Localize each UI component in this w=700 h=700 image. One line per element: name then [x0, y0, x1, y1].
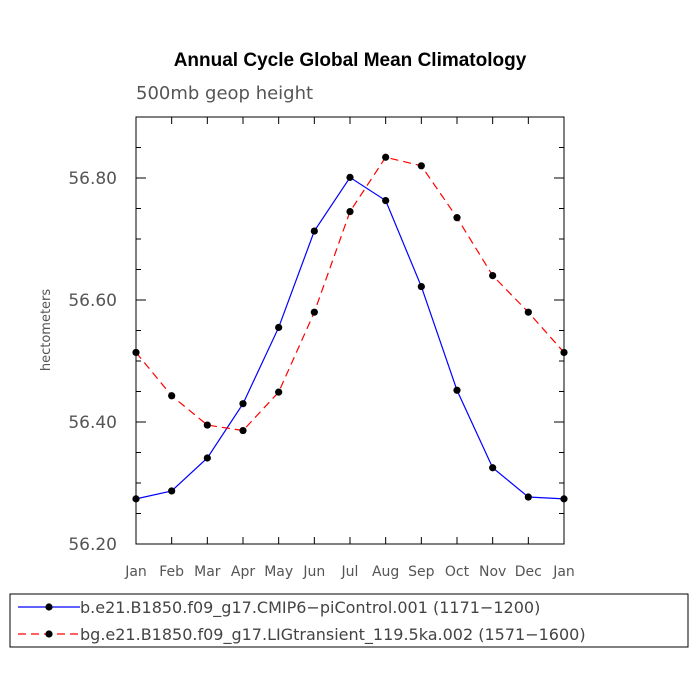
y-tick-label: 56.80 [68, 169, 117, 189]
x-tick-label: Aug [372, 564, 399, 580]
series-2-point [560, 348, 568, 357]
x-tick-label: Jul [341, 564, 359, 580]
chart-subtitle: 500mb geop height [136, 83, 313, 104]
series-1-point [275, 323, 283, 332]
legend: b.e21.B1850.f09_g17.CMIP6−piControl.001 … [18, 598, 586, 645]
series-1-point [453, 386, 461, 394]
x-tick-label: Apr [231, 564, 255, 580]
legend-label-2: bg.e21.B1850.f09_g17.LIGtransient_119.5k… [80, 625, 586, 645]
series-1-point [239, 400, 247, 408]
series-2-point [275, 388, 283, 396]
x-tick-label: Jun [302, 564, 325, 580]
legend-box [9, 593, 689, 648]
x-tick-label: Oct [445, 564, 470, 580]
series-2-point [203, 421, 211, 429]
series-1-point [203, 454, 211, 462]
series-2-point [168, 392, 176, 400]
series-1-point [382, 196, 390, 205]
series-1-point [417, 282, 425, 291]
y-tick-label: 56.40 [68, 413, 117, 433]
x-tick-label: Jan [124, 564, 147, 580]
series-2-point [239, 426, 247, 435]
series-2-point [489, 272, 497, 280]
series-layer [132, 153, 568, 503]
y-axis: 56.20 56.40 56.60 56.80 [68, 116, 564, 555]
series-2-point [132, 348, 140, 357]
series-1-point [489, 464, 497, 472]
legend-marker-1 [45, 603, 53, 611]
series-2-point [382, 153, 390, 161]
series-2-point [524, 308, 532, 316]
series-2-point [417, 162, 425, 170]
series-2-point [310, 308, 318, 316]
series-1-point [560, 495, 568, 503]
y-tick-label: 56.60 [68, 291, 117, 311]
series-1-point [168, 487, 176, 495]
legend-marker-2 [45, 630, 53, 638]
series-2-point [453, 214, 461, 222]
x-tick-label: Feb [159, 564, 184, 580]
chart-title: Annual Cycle Global Mean Climatology [174, 50, 527, 71]
x-tick-label: Nov [479, 564, 506, 580]
legend-label-1: b.e21.B1850.f09_g17.CMIP6−piControl.001 … [80, 598, 540, 618]
x-tick-label: Sep [408, 564, 435, 580]
x-tick-label: Mar [194, 564, 221, 580]
x-tick-label: Dec [515, 564, 542, 580]
series-1-point [346, 173, 354, 181]
series-2-point [346, 207, 354, 216]
x-tick-label: Jan [552, 564, 575, 580]
series-1-point [132, 495, 140, 503]
series-line-2 [135, 156, 565, 432]
x-axis: Jan Feb Mar Apr May Jun Jul Aug Sep Oct Nov Dec Jan [124, 117, 575, 580]
y-axis-label: hectometers [39, 289, 54, 372]
series-1-point [310, 227, 318, 235]
series-1-point [524, 493, 532, 501]
plot-frame [135, 116, 565, 545]
series-line-1 [135, 176, 565, 500]
y-tick-label: 56.20 [68, 535, 117, 555]
x-tick-label: May [264, 564, 293, 580]
